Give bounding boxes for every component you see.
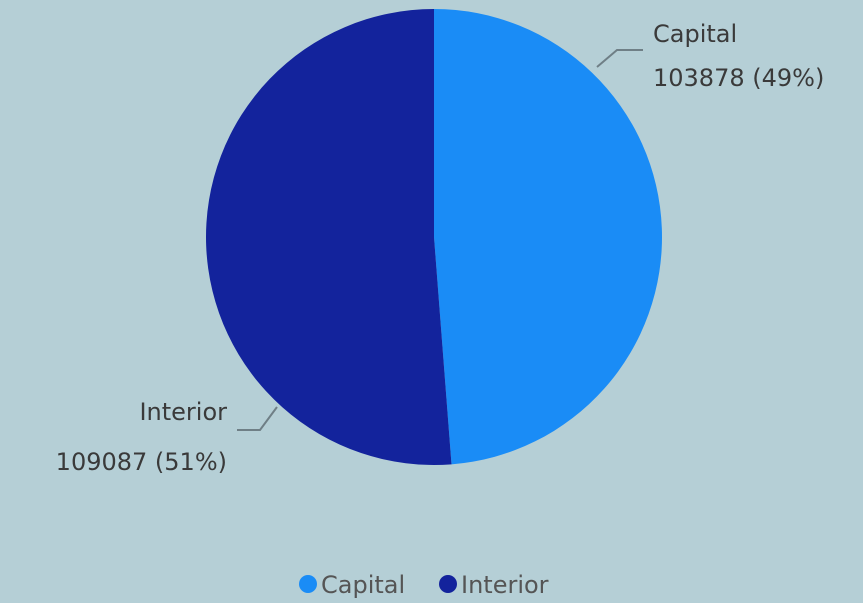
leader-lines	[237, 49, 643, 431]
legend: Capital Interior	[299, 571, 549, 599]
legend-label-interior: Interior	[461, 571, 549, 599]
label-name-capital: Capital	[653, 20, 737, 48]
pie-slice-interior[interactable]	[206, 9, 452, 465]
leader-line-capital	[596, 49, 643, 68]
legend-label-capital: Capital	[321, 571, 405, 599]
label-value-capital: 103878 (49%)	[653, 64, 824, 92]
label-name-interior: Interior	[139, 398, 227, 426]
slices-group	[206, 9, 663, 465]
legend-swatch-capital	[299, 575, 317, 593]
leader-line-interior	[237, 406, 278, 431]
label-value-interior: 109087 (51%)	[56, 448, 227, 476]
legend-swatch-interior	[439, 575, 457, 593]
pie-slice-capital[interactable]	[434, 9, 663, 465]
